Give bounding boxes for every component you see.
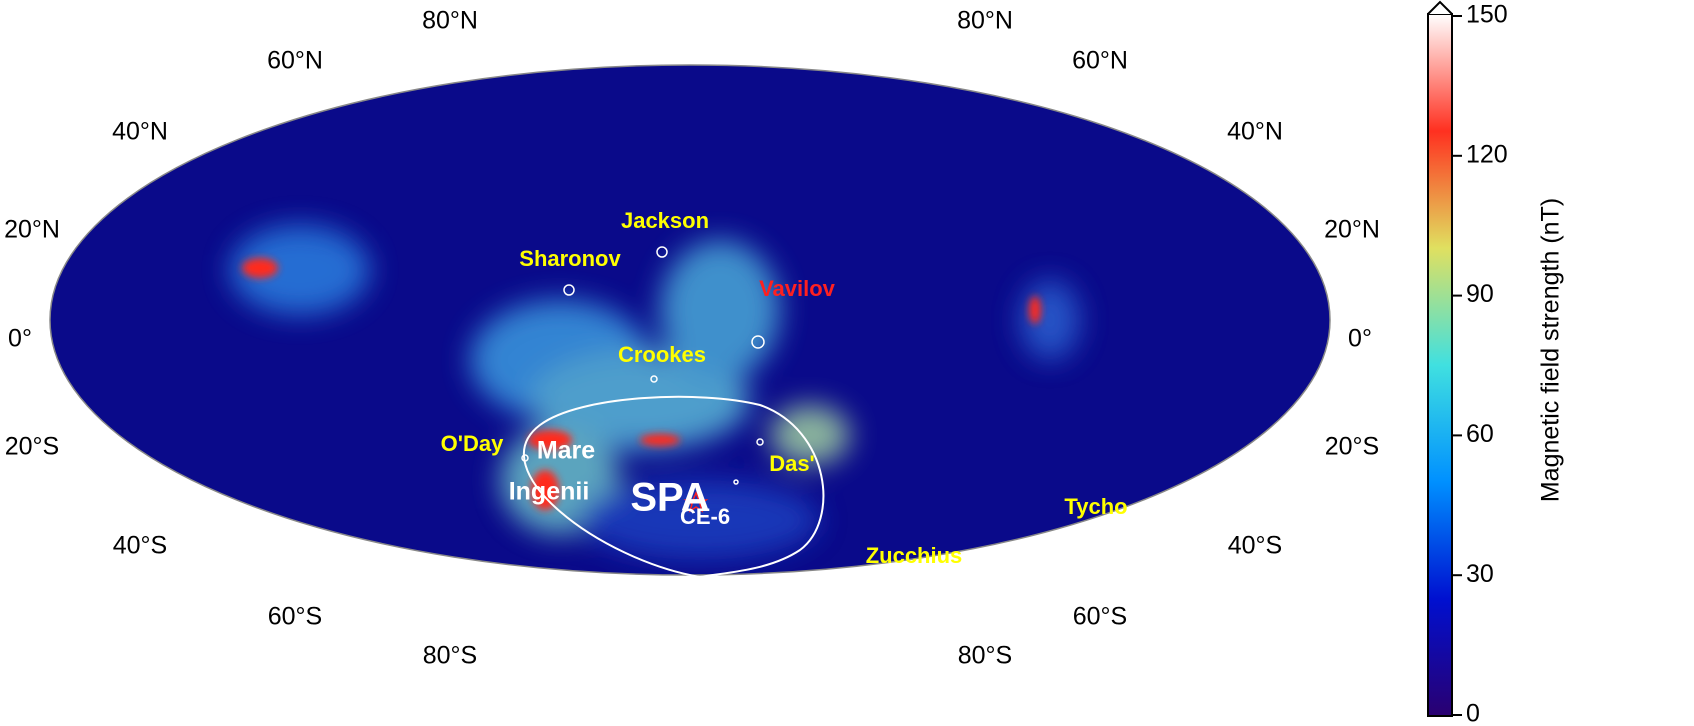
latitude-label: 20°N	[4, 216, 60, 244]
site-label: Vavilov	[759, 276, 836, 301]
crater-markers	[521, 246, 1109, 590]
site-label: O'Day	[441, 431, 504, 456]
site-label: Crookes	[618, 342, 706, 367]
latitude-label: 20°S	[5, 433, 59, 461]
site-label: SPA	[630, 476, 709, 520]
colorbar-tick-label: 150	[1466, 1, 1508, 29]
site-label: Jackson	[621, 208, 709, 233]
latitude-label: 40°N	[112, 118, 168, 146]
field-anomalies	[230, 225, 1080, 560]
latitude-label: 20°S	[1325, 433, 1379, 461]
latitude-label: 20°N	[1324, 216, 1380, 244]
latitude-label: 60°N	[267, 47, 323, 75]
site-label: Sharonov	[519, 246, 621, 271]
colorbar	[1427, 13, 1453, 717]
colorbar-tick-label: 0	[1466, 700, 1480, 726]
site-label: Das'	[769, 451, 815, 476]
latitude-label: 40°S	[1228, 532, 1282, 560]
colorbar-tick-label: 60	[1466, 420, 1494, 448]
colorbar-tick-label: 120	[1466, 140, 1508, 168]
latitude-label: 80°N	[422, 7, 478, 35]
site-label: Zucchius	[866, 543, 963, 568]
latitude-label: 80°S	[958, 642, 1012, 670]
latitude-label: 0°	[8, 325, 32, 353]
latitude-label: 60°N	[1072, 47, 1128, 75]
site-label: Tycho	[1064, 494, 1127, 519]
spa-outline	[523, 395, 825, 579]
colorbar-tick-label: 90	[1466, 280, 1494, 308]
latitude-label: 80°N	[957, 7, 1013, 35]
colorbar-label: Magnetic field strength (nT)	[1537, 198, 1565, 502]
latitude-label: 0°	[1348, 325, 1372, 353]
latitude-label: 40°N	[1227, 118, 1283, 146]
latitude-label: 40°S	[113, 532, 167, 560]
latitude-label: 80°S	[423, 642, 477, 670]
latitude-label: 60°S	[268, 603, 322, 631]
latitude-label: 60°S	[1073, 603, 1127, 631]
colorbar-tick-label: 30	[1466, 560, 1494, 588]
site-label: Ingenii	[509, 478, 590, 506]
ce6-landing-site	[683, 491, 709, 513]
colorbar-overflow	[1427, 0, 1453, 15]
site-label: CE-6	[680, 504, 730, 529]
site-label: Mare	[537, 437, 595, 465]
